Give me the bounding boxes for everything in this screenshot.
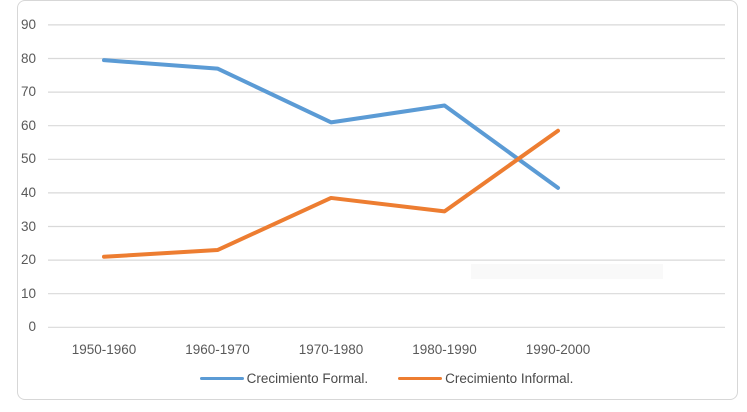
legend-item-1: Crecimiento Informal. <box>398 371 573 386</box>
legend-label: Crecimiento Formal. <box>246 371 369 386</box>
legend-swatch-icon <box>199 376 244 381</box>
x-tick-label-0: 1950-1960 <box>71 342 137 357</box>
y-tick-label-0: 0 <box>28 319 36 335</box>
legend: Crecimiento Formal. Crecimiento Informal. <box>48 369 725 388</box>
y-tick-label-70: 70 <box>20 84 36 100</box>
y-tick-label-10: 10 <box>20 285 36 301</box>
legend-swatch-icon <box>398 376 443 381</box>
legend-label: Crecimiento Informal. <box>445 371 574 386</box>
x-tick-label-1: 1960-1970 <box>185 342 250 357</box>
x-tick-label-3: 1980-1990 <box>412 342 477 357</box>
y-tick-label-90: 90 <box>20 16 36 32</box>
series-line-0 <box>102 58 560 190</box>
y-tick-label-20: 20 <box>20 252 36 268</box>
y-tick-label-50: 50 <box>20 151 36 167</box>
legend-item-0: Crecimiento Formal. <box>199 371 369 386</box>
chart-border <box>17 0 738 400</box>
y-tick-label-80: 80 <box>20 50 36 66</box>
series-line-1 <box>102 128 560 259</box>
x-tick-label-4: 1990-2000 <box>525 342 591 357</box>
y-tick-label-40: 40 <box>20 184 36 200</box>
x-tick-label-2: 1970-1980 <box>298 342 364 357</box>
y-tick-label-60: 60 <box>20 117 36 133</box>
y-tick-label-30: 30 <box>20 218 36 234</box>
